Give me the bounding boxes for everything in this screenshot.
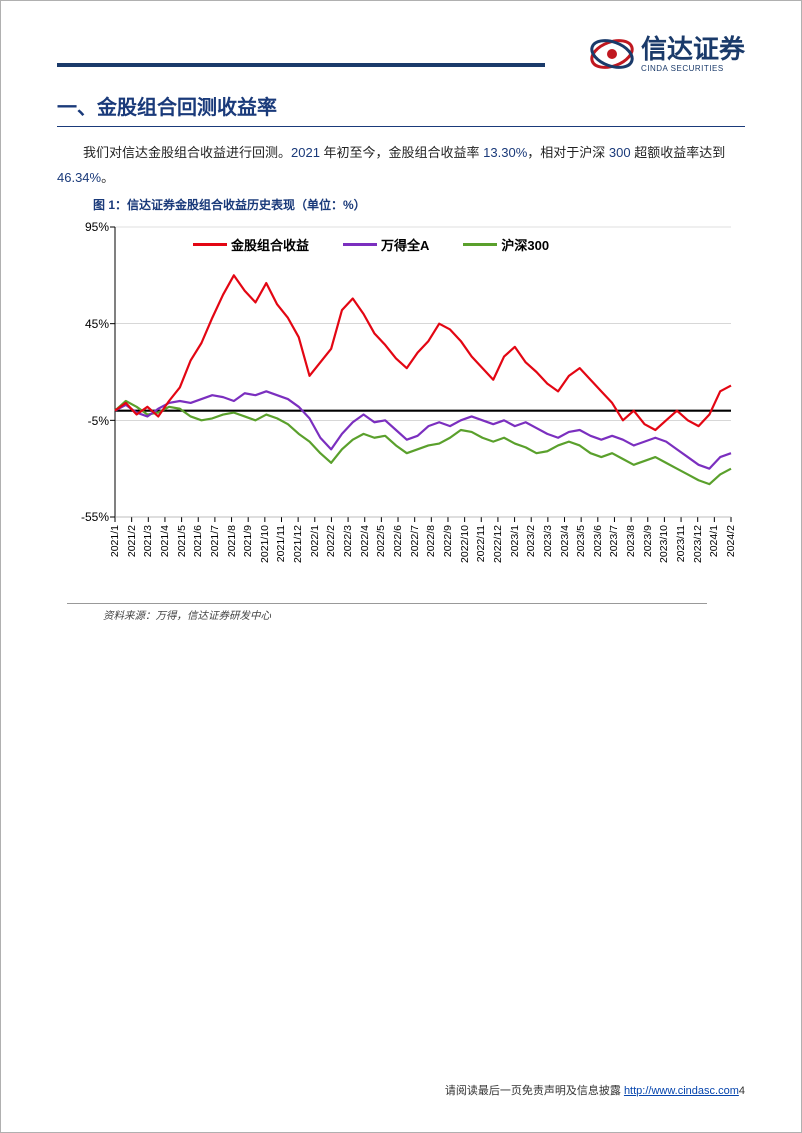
body-paragraph: 我们对信达金股组合收益进行回测。2021 年初至今，金股组合收益率 13.30%… (57, 141, 745, 190)
x-tick-label: 2021/9 (242, 525, 254, 557)
legend-swatch-wande (343, 243, 377, 246)
logo-text-en: CINDA SECURITIES (641, 65, 745, 73)
x-tick-label: 2021/11 (275, 525, 287, 562)
x-tick-label: 2023/2 (525, 525, 537, 557)
x-tick-label: 2021/6 (192, 525, 204, 557)
legend-item-gold: 金股组合收益 (193, 235, 309, 254)
logo-swirl-icon (589, 32, 635, 76)
y-tick-label: 95% (85, 220, 109, 234)
x-tick-label: 2023/11 (675, 525, 687, 562)
legend-label-wande: 万得全A (381, 235, 429, 254)
page-number: 4 (739, 1085, 745, 1097)
x-tick-label: 2022/4 (359, 525, 371, 557)
page-footer: 请阅读最后一页免责声明及信息披露 http://www.cindasc.com4 (445, 1082, 745, 1098)
x-tick-label: 2021/4 (159, 525, 171, 557)
body-text-1: 我们对信达金股组合收益进行回测。 (83, 145, 291, 160)
body-text-4: 超额收益率达到 (631, 145, 726, 160)
legend-item-wande: 万得全A (343, 235, 429, 254)
x-tick-label: 2023/4 (559, 525, 571, 557)
x-tick-label: 2022/3 (342, 525, 354, 557)
x-tick-label: 2023/6 (592, 525, 604, 557)
x-tick-label: 2023/3 (542, 525, 554, 557)
y-tick-label: 45% (85, 317, 109, 331)
x-tick-label: 2022/8 (425, 525, 437, 557)
header-rule (57, 63, 545, 67)
x-tick-label: 2021/3 (142, 525, 154, 557)
legend-swatch-gold (193, 243, 227, 246)
header: 信达证券 CINDA SECURITIES (57, 29, 745, 79)
benchmark-num: 300 (609, 145, 631, 160)
x-tick-label: 2023/5 (575, 525, 587, 557)
legend-label-gold: 金股组合收益 (231, 235, 309, 254)
x-tick-label: 2022/5 (375, 525, 387, 557)
x-tick-label: 2022/2 (325, 525, 337, 557)
y-tick-label: -55% (81, 510, 109, 524)
x-tick-label: 2022/9 (442, 525, 454, 557)
excess-pct: 46.34% (57, 170, 101, 185)
x-tick-label: 2021/8 (226, 525, 238, 557)
x-tick-label: 2024/2 (725, 525, 737, 557)
x-tick-label: 2021/7 (209, 525, 221, 557)
x-tick-label: 2021/12 (292, 525, 304, 563)
x-tick-label: 2022/10 (459, 525, 471, 563)
legend-swatch-hs300 (463, 243, 497, 246)
x-tick-label: 2023/7 (608, 525, 620, 557)
x-tick-label: 2022/1 (309, 525, 321, 557)
x-tick-label: 2021/10 (259, 525, 271, 563)
x-tick-label: 2022/7 (409, 525, 421, 557)
figure-caption: 图 1：信达证券金股组合收益历史表现（单位：%） (57, 196, 745, 213)
x-tick-label: 2021/1 (109, 525, 121, 557)
chart-legend: 金股组合收益 万得全A 沪深300 (193, 235, 549, 254)
performance-chart: 金股组合收益 万得全A 沪深300 -55% -5% 45% 95% 2021/1 202… (63, 217, 741, 597)
x-tick-label: 2022/6 (392, 525, 404, 557)
section-title: 一、金股组合回测收益率 (57, 91, 745, 127)
legend-label-hs300: 沪深300 (501, 235, 549, 254)
x-tick-label: 2023/8 (625, 525, 637, 557)
legend-item-hs300: 沪深300 (463, 235, 549, 254)
x-tick-label: 2023/9 (642, 525, 654, 557)
main-content: 一、金股组合回测收益率 我们对信达金股组合收益进行回测。2021 年初至今，金股… (57, 91, 745, 623)
logo-text-cn: 信达证券 (641, 36, 745, 62)
body-text-3: ，相对于沪深 (527, 145, 609, 160)
x-tick-label: 2021/2 (126, 525, 138, 557)
return-pct: 13.30% (483, 145, 527, 160)
footer-disclaimer: 请阅读最后一页免责声明及信息披露 (445, 1085, 621, 1097)
x-tick-label: 2021/5 (176, 525, 188, 557)
x-tick-label: 2022/11 (475, 525, 487, 562)
x-tick-label: 2023/10 (658, 525, 670, 563)
x-tick-label: 2023/1 (509, 525, 521, 557)
body-text-5: 。 (101, 170, 114, 185)
data-source: 资料来源：万得，信达证券研发中心 (67, 603, 707, 623)
year-start: 2021 (291, 145, 320, 160)
x-tick-label: 2024/1 (708, 525, 720, 557)
company-logo: 信达证券 CINDA SECURITIES (581, 32, 745, 76)
x-tick-label: 2023/12 (692, 525, 704, 563)
footer-link[interactable]: http://www.cindasc.com (624, 1085, 739, 1097)
x-tick-label: 2022/12 (492, 525, 504, 563)
body-text-2: 年初至今，金股组合收益率 (320, 145, 483, 160)
y-tick-label: -5% (88, 414, 109, 428)
